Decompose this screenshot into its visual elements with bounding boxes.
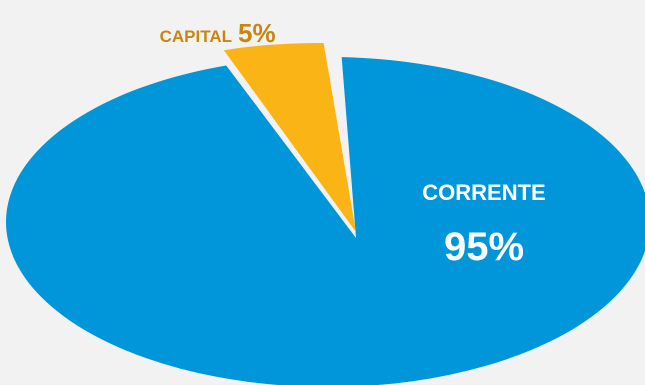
slice-label-corrente: CORRENTE <box>422 180 545 205</box>
slice-value-capital: 5% <box>238 18 276 48</box>
slice-label-capital: CAPITAL <box>160 27 232 46</box>
slice-value-corrente: 95% <box>444 225 524 269</box>
pie-slice-capital <box>223 43 356 232</box>
pie-slice-corrente <box>5 57 645 385</box>
